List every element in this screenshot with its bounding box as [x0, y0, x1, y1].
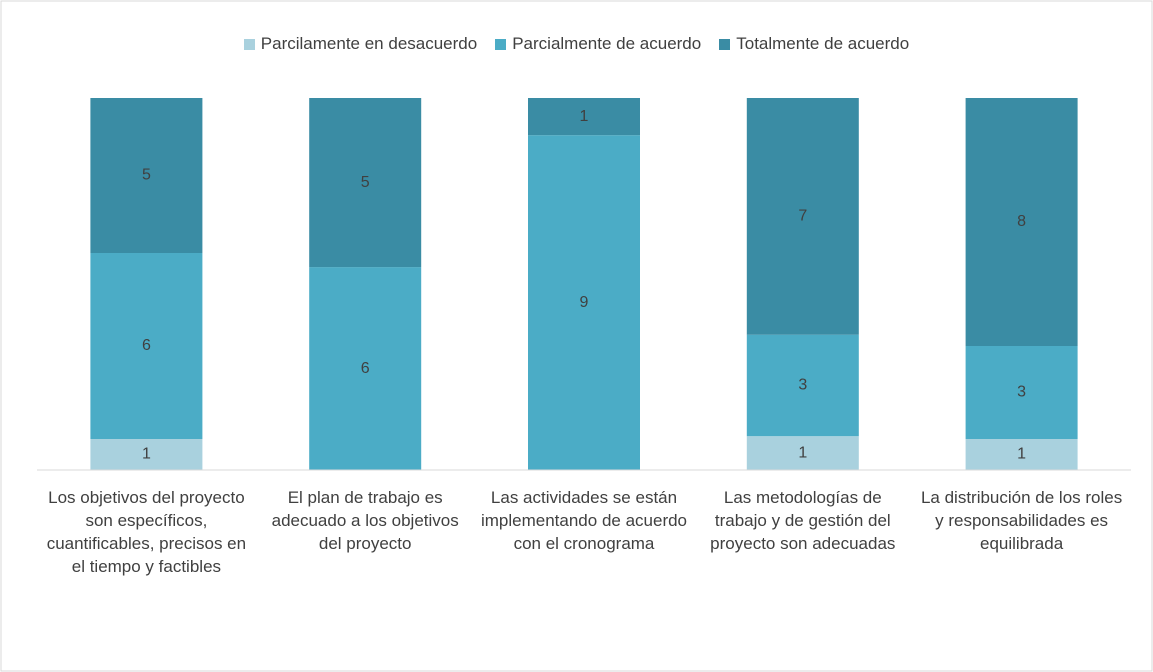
bar-segment	[309, 267, 422, 470]
bar-segment	[90, 439, 203, 470]
legend-label: Totalmente de acuerdo	[736, 34, 910, 53]
data-label: 8	[1017, 213, 1026, 230]
data-label: 1	[798, 444, 807, 461]
bar-segment	[965, 439, 1078, 470]
x-tick-label: Las actividades se están implementando d…	[480, 488, 688, 553]
data-label: 7	[798, 208, 807, 225]
legend-item: Parcialmente de acuerdo	[495, 34, 701, 54]
data-label: 3	[798, 377, 807, 394]
legend-item: Parcilamente en desacuerdo	[243, 34, 478, 54]
data-label: 5	[361, 174, 370, 191]
bar-segment	[90, 98, 203, 253]
bar-segment	[746, 98, 859, 335]
bar-segment	[746, 334, 859, 437]
data-label: 1	[580, 108, 589, 125]
bar-segment	[746, 436, 859, 470]
bar-segment	[965, 346, 1078, 439]
bar-segment	[528, 98, 640, 136]
legend-swatch	[243, 38, 255, 50]
data-label: 6	[142, 337, 151, 354]
legend-swatch	[495, 38, 507, 50]
data-label: 1	[142, 446, 151, 463]
legend-label: Parcilamente en desacuerdo	[260, 34, 478, 53]
legend-item: Totalmente de acuerdo	[719, 34, 909, 54]
data-label: 1	[1017, 446, 1026, 463]
x-tick-label: El plan de trabajo es adecuado a los obj…	[271, 488, 459, 553]
bar-segment	[528, 135, 640, 470]
data-label: 9	[580, 294, 589, 311]
legend-label: Parcialmente de acuerdo	[512, 34, 702, 53]
x-tick-label: Las metodologías de trabajo y de gestión…	[710, 488, 896, 553]
legend-swatch	[719, 38, 731, 50]
data-label: 5	[142, 167, 151, 184]
data-label: 3	[1017, 384, 1026, 401]
x-tick-label: Los objetivos del proyecto son específic…	[46, 488, 247, 576]
data-label: 6	[361, 360, 370, 377]
bar-segment	[965, 98, 1078, 346]
legend: Parcilamente en desacuerdo Parcialmente d…	[0, 34, 1153, 54]
x-tick-label: La distribución de los roles y responsab…	[920, 488, 1123, 553]
bar-segment	[90, 253, 203, 439]
bar-segment	[309, 98, 422, 268]
